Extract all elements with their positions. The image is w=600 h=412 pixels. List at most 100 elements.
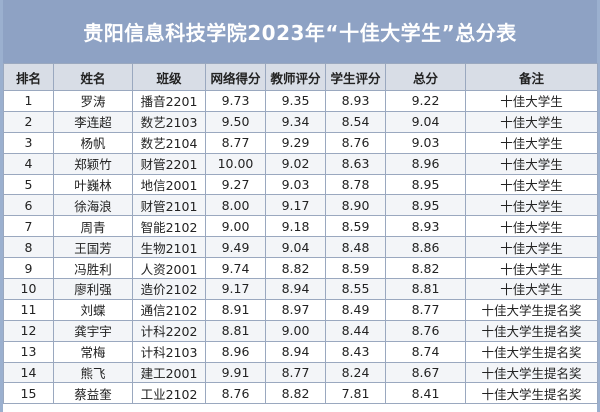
table-row: 14 熊飞 建工2001 9.91 8.77 8.24 8.67 十佳大学生提名奖	[3, 361, 598, 384]
cell-online-score: 9.74	[205, 257, 266, 280]
cell-student-score: 7.81	[325, 382, 386, 405]
cell-class: 通信2102	[132, 298, 206, 321]
cell-online-score: 8.00	[205, 194, 266, 217]
cell-name: 廖利强	[53, 278, 133, 300]
cell-online-score: 8.91	[205, 298, 266, 321]
cell-student-score: 8.55	[325, 278, 386, 300]
cell-name: 熊飞	[53, 361, 133, 384]
cell-total: 9.04	[385, 110, 466, 133]
cell-student-score: 8.24	[325, 361, 386, 384]
col-header-note: 备注	[465, 63, 598, 91]
cell-note: 十佳大学生	[465, 110, 598, 133]
cell-note: 十佳大学生	[465, 194, 598, 217]
table-row: 10 廖利强 造价2102 9.17 8.94 8.55 8.81 十佳大学生	[3, 278, 598, 300]
cell-rank: 4	[3, 152, 54, 175]
table-row: 15 蔡益奎 工业2102 8.76 8.82 7.81 8.41 十佳大学生提名奖	[3, 382, 598, 405]
cell-name: 罗涛	[53, 90, 133, 112]
cell-online-score: 8.81	[205, 319, 266, 342]
cell-student-score: 8.54	[325, 110, 386, 133]
cell-class: 计科2202	[132, 319, 206, 342]
cell-name: 龚宇宇	[53, 319, 133, 342]
cell-student-score: 8.43	[325, 340, 386, 363]
cell-teacher-score: 8.82	[265, 382, 326, 405]
cell-rank: 14	[3, 361, 54, 384]
col-header-class: 班级	[132, 63, 206, 91]
cell-student-score: 8.93	[325, 90, 386, 112]
cell-note: 十佳大学生	[465, 90, 598, 112]
cell-rank: 8	[3, 236, 54, 259]
cell-note: 十佳大学生	[465, 173, 598, 196]
cell-class: 播音2201	[132, 90, 206, 112]
cell-total: 9.22	[385, 90, 466, 112]
cell-rank: 15	[3, 382, 54, 405]
table-row: 12 龚宇宇 计科2202 8.81 9.00 8.44 8.76 十佳大学生提名奖	[3, 319, 598, 342]
cell-student-score: 8.48	[325, 236, 386, 259]
cell-student-score: 8.44	[325, 319, 386, 342]
cell-note: 十佳大学生提名奖	[465, 319, 598, 342]
cell-class: 人资2001	[132, 257, 206, 280]
cell-rank: 10	[3, 278, 54, 300]
cell-class: 建工2001	[132, 361, 206, 384]
table-row: 4 郑颖竹 财管2201 10.00 9.02 8.63 8.96 十佳大学生	[3, 152, 598, 175]
cell-online-score: 9.27	[205, 173, 266, 196]
cell-note: 十佳大学生	[465, 152, 598, 175]
cell-online-score: 9.17	[205, 278, 266, 300]
cell-name: 常梅	[53, 340, 133, 363]
table-row: 2 李连超 数艺2103 9.50 9.34 8.54 9.04 十佳大学生	[3, 110, 598, 133]
cell-note: 十佳大学生提名奖	[465, 361, 598, 384]
col-header-name: 姓名	[53, 63, 133, 91]
cell-class: 智能2102	[132, 215, 206, 238]
cell-class: 财管2201	[132, 152, 206, 175]
cell-teacher-score: 8.97	[265, 298, 326, 321]
cell-teacher-score: 8.94	[265, 278, 326, 300]
cell-rank: 5	[3, 173, 54, 196]
cell-note: 十佳大学生	[465, 278, 598, 300]
cell-rank: 12	[3, 319, 54, 342]
cell-rank: 2	[3, 110, 54, 133]
cell-teacher-score: 9.34	[265, 110, 326, 133]
cell-online-score: 8.76	[205, 382, 266, 405]
col-header-teacher-score: 教师评分	[265, 63, 326, 91]
cell-note: 十佳大学生	[465, 236, 598, 259]
cell-note: 十佳大学生	[465, 131, 598, 154]
cell-name: 王国芳	[53, 236, 133, 259]
col-header-rank: 排名	[3, 63, 54, 91]
table-row: 6 徐海浪 财管2101 8.00 9.17 8.90 8.95 十佳大学生	[3, 194, 598, 217]
cell-teacher-score: 9.02	[265, 152, 326, 175]
table-body: 1 罗涛 播音2201 9.73 9.35 8.93 9.22 十佳大学生 2 李连超 数艺2103…	[3, 90, 598, 405]
cell-teacher-score: 8.94	[265, 340, 326, 363]
score-table: 排名 姓名 班级 网络得分 教师评分 学生评分 总分 备注 1 罗涛 播音2201 9…	[3, 63, 598, 405]
cell-name: 郑颖竹	[53, 152, 133, 175]
cell-online-score: 9.00	[205, 215, 266, 238]
page-title: 贵阳信息科技学院2023年“十佳大学生”总分表	[3, 0, 597, 63]
cell-student-score: 8.76	[325, 131, 386, 154]
cell-class: 地信2001	[132, 173, 206, 196]
cell-online-score: 9.73	[205, 90, 266, 112]
cell-note: 十佳大学生提名奖	[465, 340, 598, 363]
cell-name: 蔡益奎	[53, 382, 133, 405]
cell-name: 冯胜利	[53, 257, 133, 280]
cell-total: 8.67	[385, 361, 466, 384]
cell-student-score: 8.49	[325, 298, 386, 321]
cell-total: 8.77	[385, 298, 466, 321]
cell-class: 财管2101	[132, 194, 206, 217]
cell-teacher-score: 9.03	[265, 173, 326, 196]
cell-rank: 7	[3, 215, 54, 238]
table-row: 9 冯胜利 人资2001 9.74 8.82 8.59 8.82 十佳大学生	[3, 257, 598, 280]
cell-name: 刘蝶	[53, 298, 133, 321]
cell-note: 十佳大学生	[465, 257, 598, 280]
table-header-row: 排名 姓名 班级 网络得分 教师评分 学生评分 总分 备注	[3, 63, 598, 91]
cell-teacher-score: 9.18	[265, 215, 326, 238]
col-header-online-score: 网络得分	[205, 63, 266, 91]
cell-online-score: 10.00	[205, 152, 266, 175]
cell-note: 十佳大学生提名奖	[465, 382, 598, 405]
table-row: 1 罗涛 播音2201 9.73 9.35 8.93 9.22 十佳大学生	[3, 90, 598, 112]
col-header-total: 总分	[385, 63, 466, 91]
cell-class: 数艺2104	[132, 131, 206, 154]
cell-rank: 11	[3, 298, 54, 321]
cell-rank: 1	[3, 90, 54, 112]
cell-class: 工业2102	[132, 382, 206, 405]
cell-student-score: 8.78	[325, 173, 386, 196]
cell-class: 计科2103	[132, 340, 206, 363]
cell-rank: 6	[3, 194, 54, 217]
